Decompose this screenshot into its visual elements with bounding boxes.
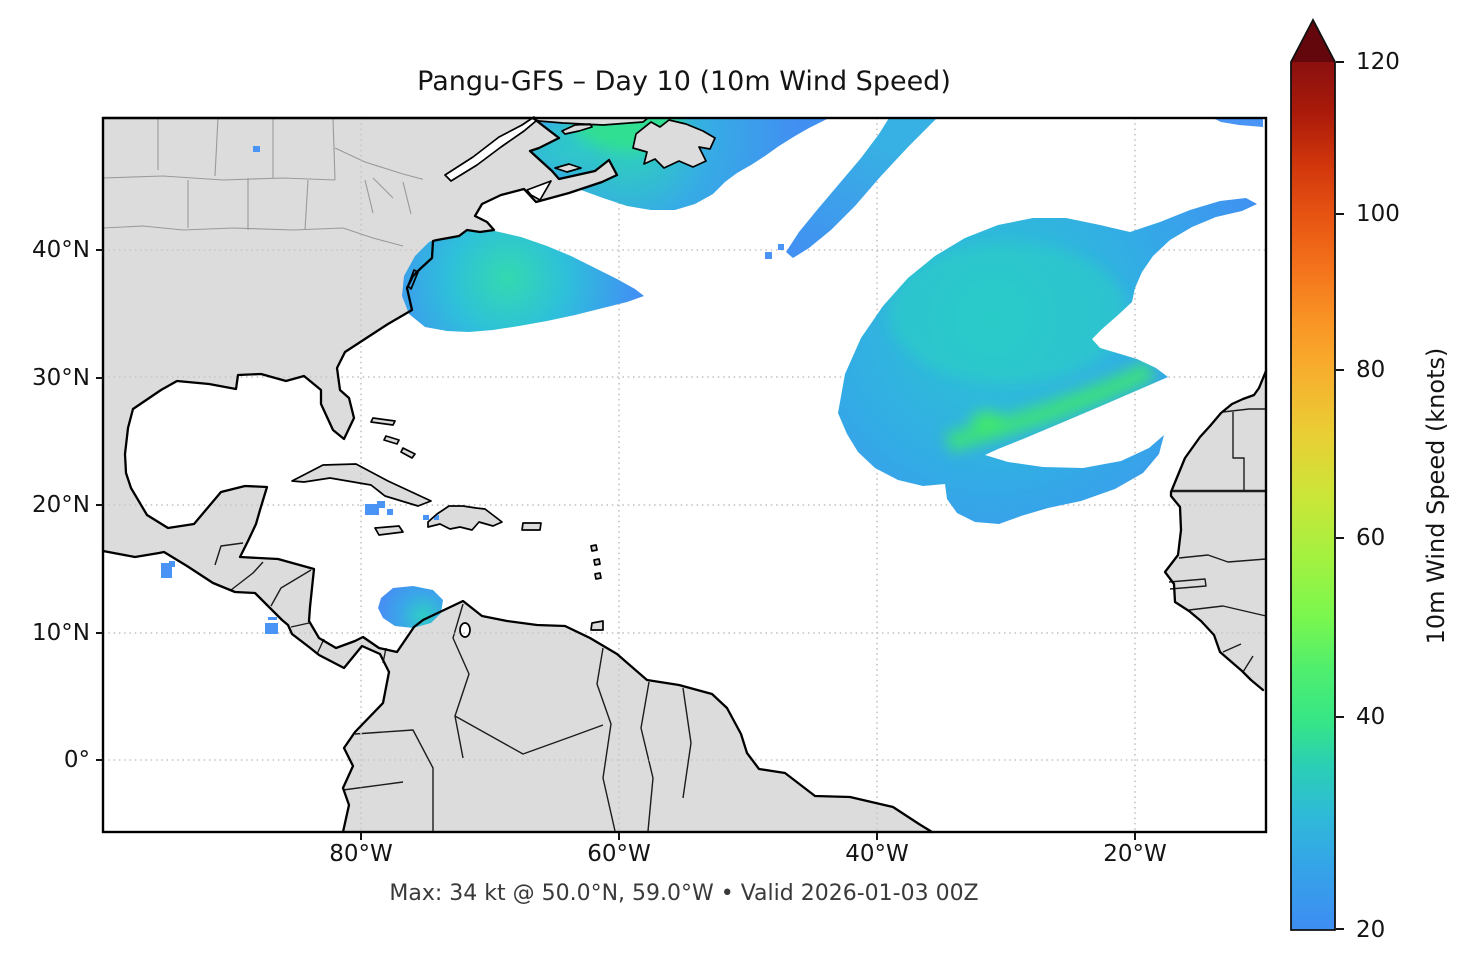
borders-layer <box>102 117 1267 832</box>
central-south-america-borders <box>214 542 692 832</box>
colorbar-axis-label: 10m Wind Speed (knots) <box>1422 347 1450 645</box>
colorbar-tick <box>1336 61 1344 63</box>
colorbar-tick-label-60: 60 <box>1356 525 1386 551</box>
colorbar-tick <box>1336 537 1344 539</box>
wind-region-mid-atlantic-streak <box>786 118 937 258</box>
figure-caption: Max: 34 kt @ 50.0°N, 59.0°W • Valid 2026… <box>389 881 979 906</box>
anticosti-island <box>562 124 592 134</box>
wind-specks <box>161 118 1263 634</box>
northeast-landmass-overlay <box>423 118 617 240</box>
x-tick-label-20w: 20°W <box>1103 841 1167 867</box>
west-africa-borders <box>1168 408 1267 673</box>
y-tick-label-40n: 40°N <box>32 237 90 263</box>
wind-region-central-atlantic-green-band <box>888 243 1156 453</box>
lake-maracaibo <box>460 623 470 637</box>
x-tick-mark <box>360 833 362 840</box>
y-tick-mark <box>96 632 103 634</box>
x-tick-mark <box>618 833 620 840</box>
x-tick-mark <box>876 833 878 840</box>
coastline-layer <box>101 116 1268 834</box>
lesser-antilles-islands <box>591 545 603 630</box>
y-tick-label-20n: 20°N <box>32 492 90 518</box>
colorbar-tick <box>1336 716 1344 718</box>
wind-region-us-east-coast <box>402 229 644 332</box>
y-tick-label-30n: 30°N <box>32 365 90 391</box>
colorbar-tick-label-20: 20 <box>1356 917 1386 943</box>
colorbar-tick <box>1336 928 1344 930</box>
colorbar-tick-label-120: 120 <box>1356 49 1400 75</box>
colorbar-outline <box>1290 18 1336 931</box>
colorbar-tick <box>1336 213 1344 215</box>
us-state-borders <box>102 117 472 247</box>
y-tick-mark <box>96 249 103 251</box>
puerto-rico-island <box>522 523 541 530</box>
americas-landmass <box>103 118 932 832</box>
colorbar-tick <box>1336 369 1344 371</box>
colorbar-tick-label-40: 40 <box>1356 704 1386 730</box>
colorbar-gradient <box>1291 62 1335 930</box>
plot-title: Pangu-GFS – Day 10 (10m Wind Speed) <box>417 66 951 97</box>
map-svg <box>101 116 1268 834</box>
y-tick-mark <box>96 377 103 379</box>
land-overlay-layer <box>423 117 715 240</box>
colorbar <box>1290 18 1336 931</box>
x-tick-label-60w: 60°W <box>587 841 651 867</box>
x-tick-mark <box>1134 833 1136 840</box>
colorbar-tick-label-100: 100 <box>1356 201 1400 227</box>
colorbar-extend-arrow <box>1291 20 1335 62</box>
y-tick-label-10n: 10°N <box>32 620 90 646</box>
hispaniola-island <box>428 506 502 530</box>
newfoundland-island <box>633 120 715 168</box>
cuba-island <box>292 464 431 506</box>
x-tick-label-40w: 40°W <box>845 841 909 867</box>
colorbar-tick-label-80: 80 <box>1356 357 1386 383</box>
y-tick-mark <box>96 504 103 506</box>
st-lawrence-river-overlay <box>445 117 536 181</box>
y-tick-label-0: 0° <box>63 747 90 773</box>
y-tick-mark <box>96 759 103 761</box>
x-tick-label-80w: 80°W <box>329 841 393 867</box>
axes-spine <box>101 116 1268 834</box>
